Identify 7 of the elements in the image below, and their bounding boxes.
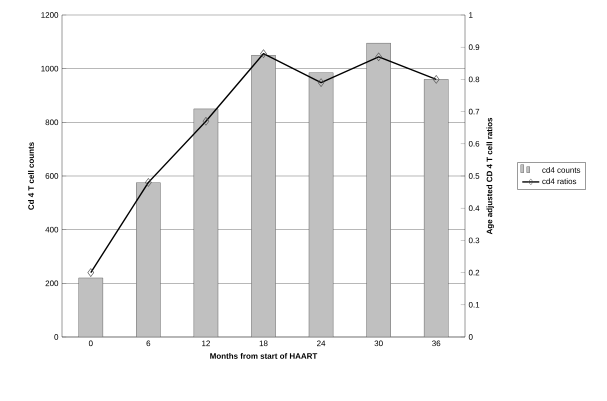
bar [308, 72, 334, 337]
bar [136, 182, 161, 337]
bar [78, 278, 104, 337]
bar [366, 42, 391, 337]
bar [424, 79, 449, 337]
bar [194, 108, 218, 337]
bar [251, 55, 276, 337]
